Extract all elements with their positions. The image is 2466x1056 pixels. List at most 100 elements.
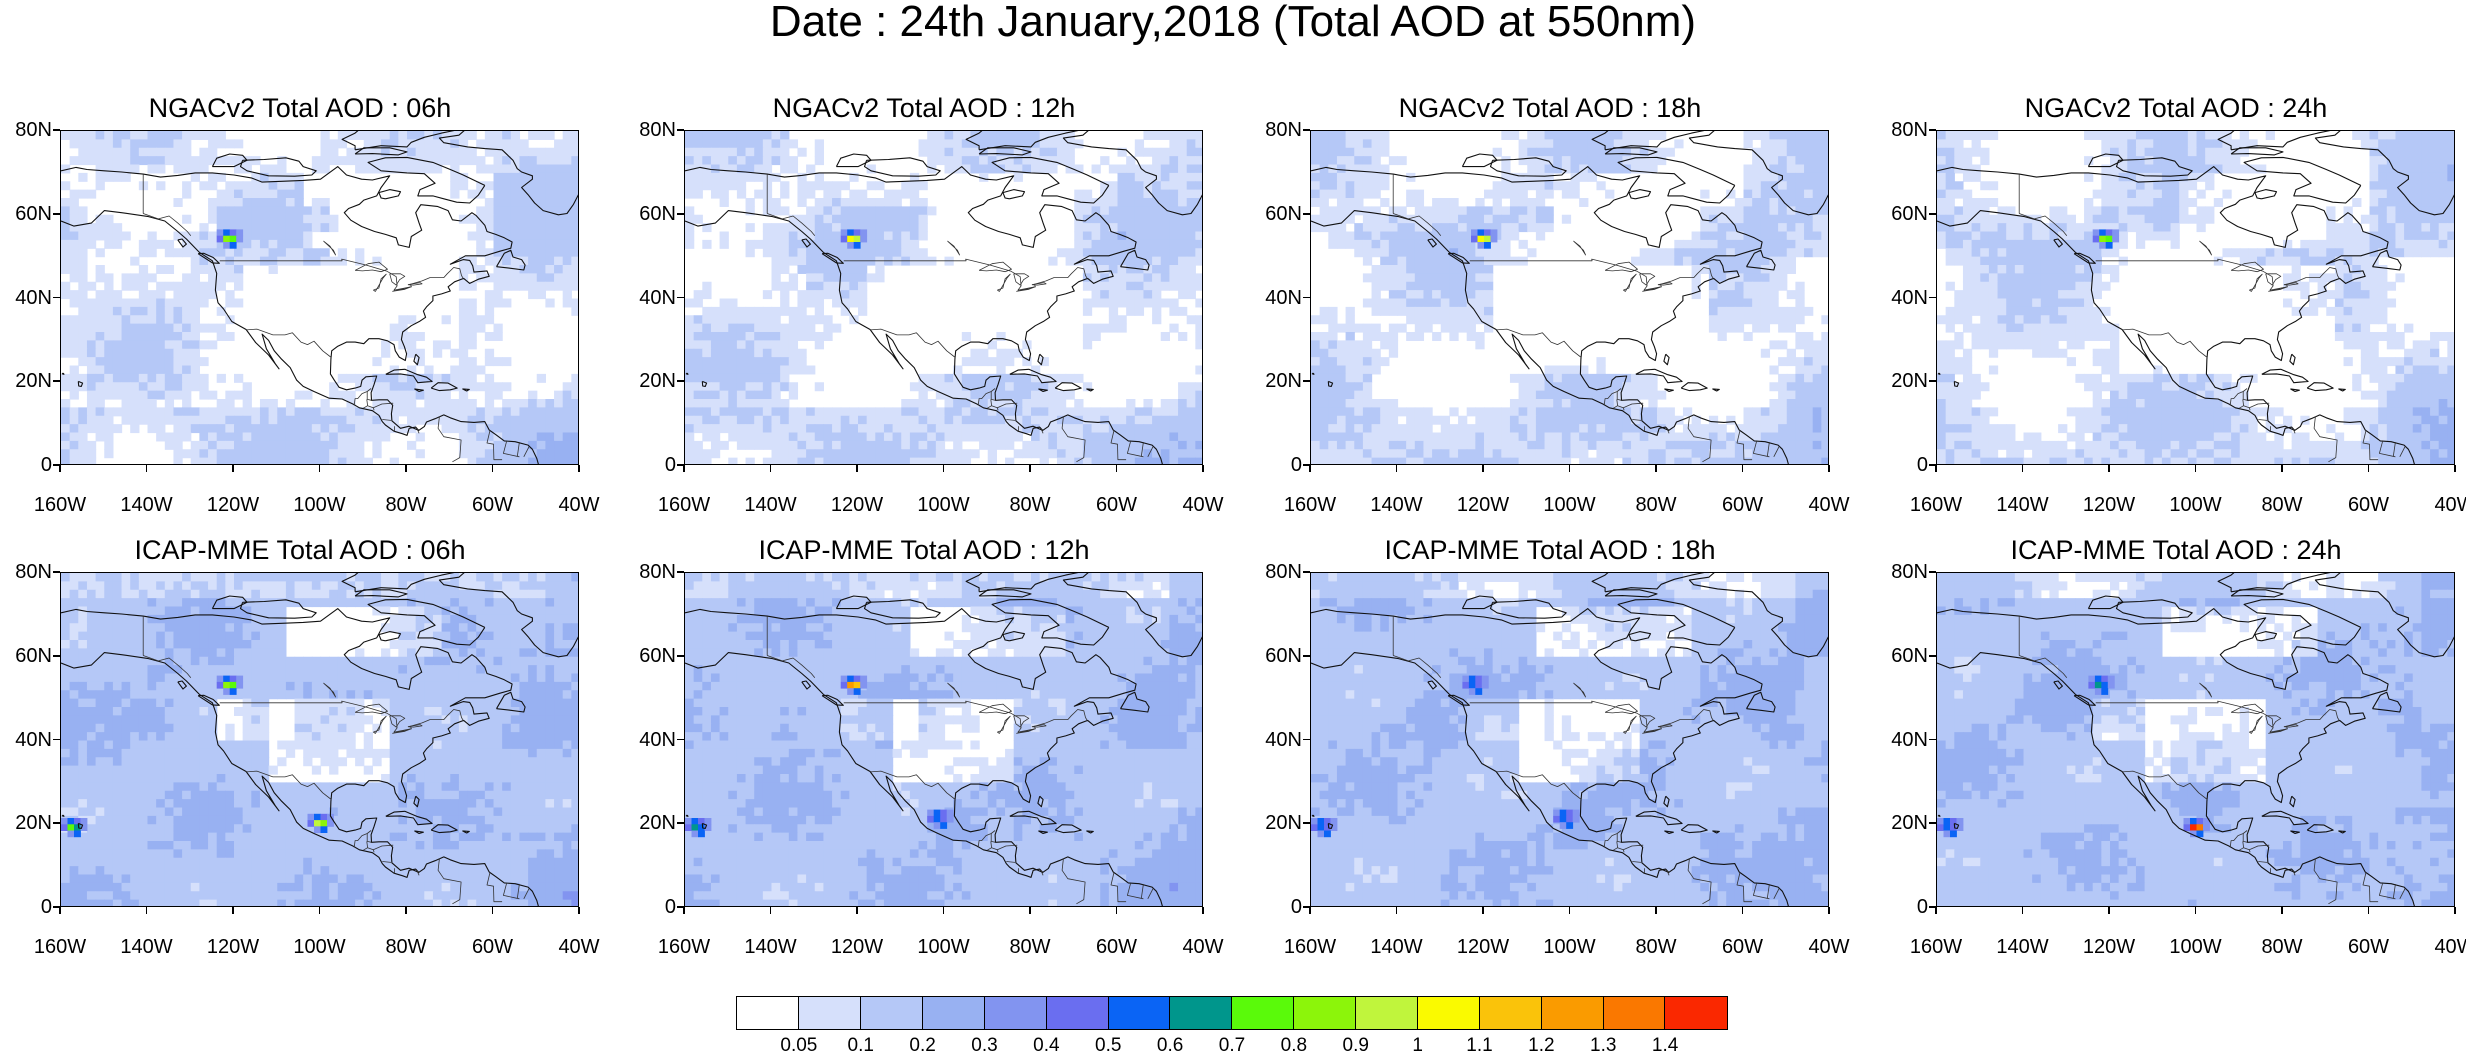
aod-cell	[216, 172, 226, 182]
coastline	[341, 131, 455, 151]
aod-cell	[234, 273, 244, 283]
aod-cell	[2308, 248, 2319, 258]
aod-cell	[702, 306, 712, 316]
aod-cell	[121, 373, 131, 383]
aod-cell	[199, 147, 209, 157]
aod-cell	[1449, 281, 1459, 291]
aod-cell	[1311, 147, 1321, 157]
aod-cell	[112, 315, 123, 325]
aod-cell	[1812, 373, 1822, 383]
aod-cell	[545, 432, 555, 442]
aod-cell	[1371, 164, 1381, 174]
aod-cell	[320, 399, 330, 408]
aod-cell	[372, 449, 382, 459]
aod-cell	[1786, 440, 1796, 450]
aod-cell	[467, 147, 477, 157]
aod-cell	[1013, 348, 1023, 358]
aod-cell	[970, 407, 980, 417]
aod-cell	[944, 390, 954, 400]
aod-cell	[883, 457, 894, 464]
aod-cell	[1570, 390, 1580, 400]
aod-cell	[2378, 265, 2388, 274]
aod-cell	[1527, 457, 1537, 464]
aod-cell	[1100, 214, 1110, 224]
aod-cell	[294, 172, 304, 182]
aod-cell	[2430, 181, 2440, 191]
aod-cell	[2447, 181, 2454, 191]
aod-cell	[251, 432, 261, 442]
aod-cell	[797, 298, 807, 308]
aod-cell	[1380, 172, 1390, 182]
aod-cell	[86, 407, 97, 417]
aod-cell	[2153, 139, 2163, 149]
aod-cell	[1039, 131, 1049, 140]
aod-cell	[554, 181, 564, 191]
aod-cell	[1423, 432, 1433, 442]
aod-cell	[1362, 223, 1373, 233]
aod-cell	[1544, 172, 1554, 182]
aod-cell	[225, 332, 235, 341]
aod-cell	[762, 365, 773, 375]
aod-cell	[858, 281, 868, 291]
aod-cell	[363, 382, 373, 392]
aod-cell	[1423, 315, 1433, 325]
y-tick	[677, 464, 684, 466]
aod-cell	[1328, 415, 1338, 425]
aod-cell	[2239, 256, 2249, 266]
aod-cell	[1388, 265, 1399, 274]
aod-cell	[1509, 231, 1520, 241]
aod-cell	[2170, 181, 2180, 191]
aod-cell	[840, 415, 850, 425]
aod-cell	[1336, 373, 1347, 383]
aod-cell	[2430, 239, 2440, 249]
aod-cell	[1449, 265, 1459, 274]
aod-cell	[2118, 239, 2128, 249]
aod-cell	[840, 281, 850, 291]
aod-cell	[242, 181, 252, 191]
aod-cell	[519, 223, 529, 233]
aod-cell	[1100, 156, 1110, 166]
aod-cell	[303, 424, 313, 434]
aod-cell	[1535, 223, 1546, 233]
aod-cell	[2222, 156, 2232, 166]
aod-cell	[389, 390, 399, 400]
aod-cell	[1786, 457, 1796, 464]
aod-cell	[1134, 407, 1145, 417]
aod-cell	[329, 139, 339, 149]
aod-cell	[545, 147, 555, 157]
aod-cell	[823, 189, 833, 199]
coastline	[496, 249, 526, 271]
aod-cell	[2378, 156, 2388, 166]
aod-cell	[693, 323, 703, 333]
coastline	[61, 372, 65, 375]
aod-cell	[156, 281, 166, 291]
aod-cell	[78, 348, 88, 358]
aod-cell	[571, 131, 578, 140]
aod-cell	[1760, 424, 1771, 434]
aod-cell	[1005, 156, 1015, 166]
aod-cell	[1466, 290, 1476, 300]
aod-cell	[2170, 147, 2180, 157]
aod-cell	[320, 147, 330, 157]
aod-cell	[710, 164, 721, 174]
aod-cell	[502, 164, 512, 174]
aod-cell	[346, 432, 356, 442]
aod-cell	[104, 390, 114, 400]
aod-cell	[1458, 223, 1468, 233]
aod-cell	[415, 390, 425, 400]
aod-cell	[840, 181, 850, 191]
aod-cell	[1579, 365, 1589, 375]
boundary-line	[1013, 273, 1030, 286]
aod-cell	[2343, 231, 2353, 241]
aod-cell	[944, 457, 954, 464]
aod-cell	[2421, 198, 2431, 207]
aod-cell	[1048, 164, 1058, 174]
aod-cell	[164, 306, 175, 316]
aod-cell	[156, 181, 166, 191]
aod-cell	[1769, 198, 1779, 207]
aod-cell	[69, 189, 79, 199]
aod-cell	[1336, 323, 1347, 333]
aod-cell	[1117, 223, 1127, 233]
aod-cell	[719, 323, 729, 333]
aod-cell	[1760, 231, 1771, 241]
